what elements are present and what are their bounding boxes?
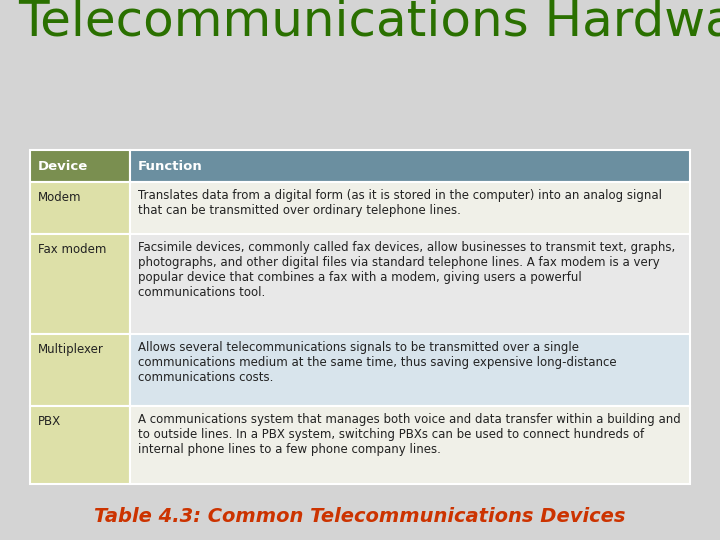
Text: Translates data from a digital form (as it is stored in the computer) into an an: Translates data from a digital form (as …: [138, 189, 662, 217]
Text: A communications system that manages both voice and data transfer within a build: A communications system that manages bot…: [138, 413, 680, 456]
Bar: [30, 334, 130, 406]
Text: Facsimile devices, commonly called fax devices, allow businesses to transmit tex: Facsimile devices, commonly called fax d…: [138, 241, 675, 299]
Text: Device: Device: [38, 159, 89, 172]
Text: Fax modem: Fax modem: [38, 243, 107, 256]
Bar: [30, 150, 130, 182]
Bar: [30, 406, 130, 484]
Text: Table 4.3: Common Telecommunications Devices: Table 4.3: Common Telecommunications Dev…: [94, 507, 626, 526]
Text: Modem: Modem: [38, 191, 81, 204]
Bar: [130, 150, 690, 182]
Text: PBX: PBX: [38, 415, 61, 428]
Text: Telecommunications Hardware: Telecommunications Hardware: [18, 0, 720, 46]
Bar: [130, 182, 690, 234]
Bar: [30, 234, 130, 334]
Bar: [130, 334, 690, 406]
Bar: [30, 182, 130, 234]
Bar: [130, 234, 690, 334]
Text: Allows several telecommunications signals to be transmitted over a single
commun: Allows several telecommunications signal…: [138, 341, 616, 384]
Bar: [130, 406, 690, 484]
Text: Function: Function: [138, 159, 203, 172]
Text: Multiplexer: Multiplexer: [38, 343, 104, 356]
